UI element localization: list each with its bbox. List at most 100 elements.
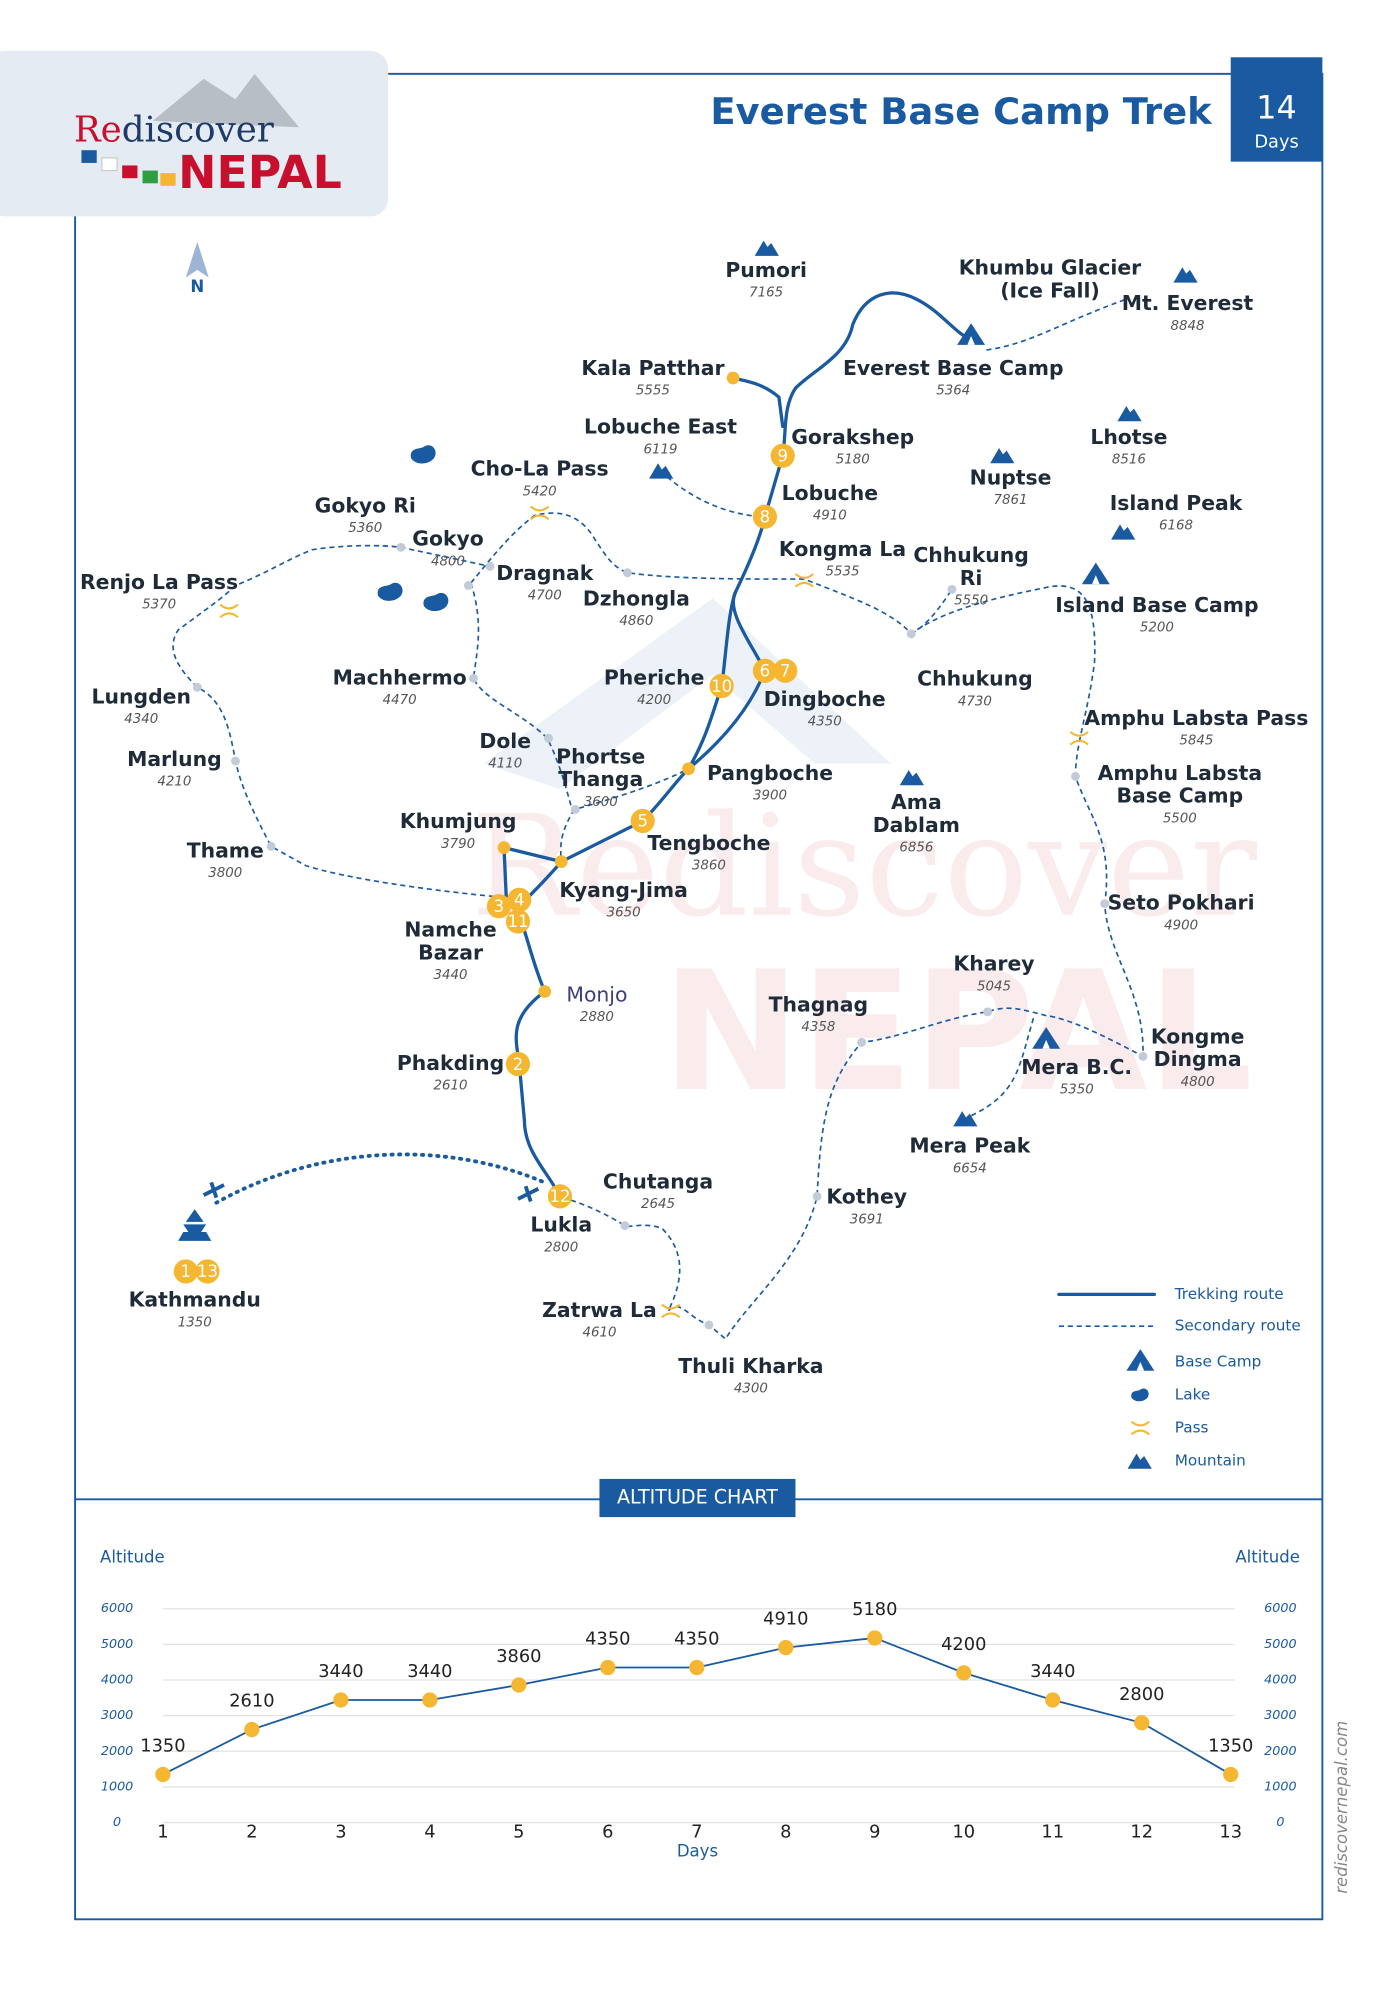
- place-altitude: 3440: [434, 968, 468, 983]
- day-number: 7: [780, 662, 791, 681]
- day-number: 6: [760, 662, 771, 681]
- day-number: 9: [777, 446, 788, 465]
- secondary-routes: [172, 298, 1144, 1341]
- route-dot: [469, 673, 478, 683]
- waypoint-dot: [554, 855, 568, 869]
- x-tick-label: 6: [602, 1822, 613, 1843]
- altitude-point: [778, 1639, 794, 1656]
- route-dot: [544, 733, 553, 743]
- place-name: Cho-La Pass: [471, 457, 609, 481]
- pass-icon: [661, 1303, 681, 1319]
- logo-mountain: [152, 73, 300, 128]
- place-name: Kala Patthar: [581, 356, 724, 380]
- route-dot: [812, 1191, 822, 1201]
- value-label: 3440: [407, 1661, 452, 1682]
- place-name: Renjo La Pass: [80, 570, 238, 594]
- y2-tick-label: 2000: [1264, 1743, 1296, 1758]
- x-tick-label: 5: [513, 1822, 524, 1843]
- place-altitude: 4200: [637, 693, 671, 708]
- value-label: 3440: [1030, 1661, 1075, 1682]
- legend-label: Mountain: [1175, 1452, 1246, 1470]
- place-name: Ri: [960, 566, 983, 590]
- place-name: Kongme: [1151, 1024, 1245, 1048]
- logo-re: Re: [74, 109, 122, 150]
- svg-text:NEPAL: NEPAL: [662, 936, 1253, 1129]
- route-dot: [906, 629, 916, 639]
- legend-label: Trekking route: [1174, 1285, 1284, 1303]
- day-number: 8: [760, 508, 771, 527]
- place-altitude: 2800: [544, 1240, 578, 1255]
- basecamp-icon: [1032, 1027, 1061, 1049]
- place-altitude: 5550: [954, 594, 988, 609]
- place-altitude: 5420: [523, 484, 557, 499]
- place-altitude: 6856: [899, 841, 933, 856]
- place-name: Gokyo: [412, 527, 484, 551]
- y2-tick-label: 3000: [1264, 1707, 1296, 1722]
- y2-tick-label: 5000: [1264, 1636, 1296, 1651]
- legend: Trekking route Secondary route Base Camp…: [1057, 1285, 1301, 1470]
- y-tick-label: 5000: [101, 1636, 133, 1651]
- place-name: Base Camp: [1116, 784, 1243, 808]
- place-name: Gorakshep: [791, 425, 914, 449]
- basecamp-icon: [1126, 1349, 1155, 1371]
- basecamp-door: [1092, 575, 1100, 585]
- place-altitude: 5555: [636, 384, 670, 399]
- place-altitude: 2880: [580, 1010, 614, 1025]
- place-altitude: 3900: [753, 788, 787, 803]
- place-altitude: 6119: [644, 442, 678, 457]
- place-name: Lukla: [530, 1213, 592, 1237]
- place-altitude: 4800: [1181, 1075, 1215, 1090]
- value-label: 3860: [496, 1646, 541, 1667]
- place-altitude: 1350: [178, 1315, 212, 1330]
- place-name: Phakding: [397, 1051, 504, 1075]
- day-number: 1: [181, 1262, 192, 1281]
- logo-discover: discover: [122, 109, 275, 150]
- temple-icon: [178, 1209, 212, 1241]
- place-name: (Ice Fall): [1000, 278, 1100, 302]
- place-altitude: 3800: [208, 866, 242, 881]
- route-dot: [396, 542, 406, 552]
- pass-icon: [1130, 1420, 1150, 1436]
- place-name: Mera B.C.: [1021, 1055, 1132, 1079]
- route-dot: [1071, 771, 1080, 781]
- day-marker: [173, 1259, 198, 1284]
- day-number: 3: [494, 897, 505, 916]
- day-marker: [195, 1259, 220, 1284]
- place-name: Chutanga: [603, 1169, 713, 1193]
- place-altitude: 4910: [813, 508, 847, 523]
- value-label: 1350: [140, 1735, 185, 1756]
- place-altitude: 7165: [749, 286, 783, 301]
- day-number: 12: [549, 1187, 570, 1206]
- place-name: Kongma La: [779, 537, 906, 561]
- place-name: Lungden: [92, 684, 191, 708]
- place-altitude: 2610: [434, 1079, 468, 1094]
- place-altitude: 3790: [441, 837, 475, 852]
- altitude-point: [1223, 1766, 1239, 1783]
- place-altitude: 5180: [836, 452, 870, 467]
- place-name: Thagnag: [769, 992, 869, 1016]
- place-name: Seto Pokhari: [1108, 891, 1255, 915]
- day-marker: [630, 808, 655, 834]
- lake-icon: [410, 445, 436, 464]
- place-name: Tengboche: [647, 831, 770, 855]
- y2-tick-label: 6000: [1264, 1600, 1296, 1615]
- basecamp-door: [1136, 1361, 1145, 1371]
- mountain-icon: [990, 448, 1015, 464]
- days-number: 14: [1256, 88, 1296, 126]
- mountain-icon: [754, 240, 779, 256]
- place-name: Lobuche East: [584, 415, 737, 439]
- x-tick-label: 7: [691, 1822, 702, 1843]
- place-altitude: 3600: [584, 795, 618, 810]
- day-marker: [507, 887, 532, 912]
- svg-text:Rediscover: Rediscover: [471, 786, 1257, 949]
- basecamp-door: [1042, 1039, 1050, 1049]
- place-name: Lhotse: [1090, 425, 1167, 449]
- place-altitude: 5360: [348, 521, 382, 536]
- place-name: Chhukung: [917, 667, 1033, 691]
- y-tick-label: 6000: [101, 1600, 133, 1615]
- place-name: Kharey: [953, 952, 1034, 976]
- place-name: Machhermo: [333, 665, 467, 689]
- place-altitude: 3650: [607, 906, 641, 921]
- day-marker: [486, 894, 511, 919]
